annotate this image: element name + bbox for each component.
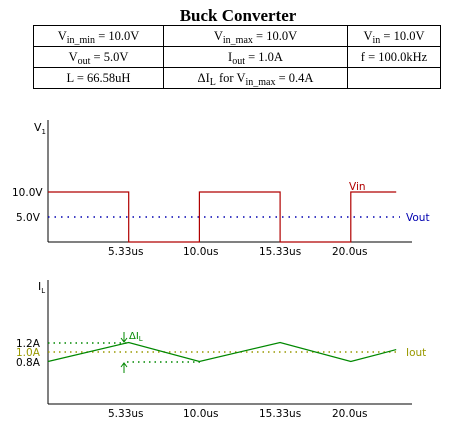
- voltage-xtick-2: 10.0us: [183, 246, 219, 258]
- il-trace: [47, 341, 397, 363]
- param-vin-max: Vin_max = 10.0V: [162, 25, 349, 47]
- voltage-ytick-10v: 10.0V: [12, 187, 43, 199]
- vin-trace: [48, 191, 397, 243]
- vout-label: Vout: [406, 212, 430, 224]
- delta-il-markers: [120, 332, 128, 373]
- param-empty-cell: [347, 67, 441, 89]
- iout-label: Iout: [406, 347, 426, 359]
- current-plot: IL ΔIL 1.2A 1.0A 0.8A Iout 5.33us 10.0us…: [16, 280, 426, 420]
- param-iout: Iout = 1.0A: [162, 46, 349, 68]
- param-vout: Vout = 5.0V: [33, 46, 164, 68]
- param-frequency: f = 100.0kHz: [347, 46, 441, 68]
- voltage-plot: V1 10.0V 5.0V Vin Vout 5.33us 10.0us 15.…: [12, 120, 430, 258]
- current-ytick-1-0a: 1.0A: [16, 347, 41, 359]
- parameter-table: Vin_min = 10.0V Vin_max = 10.0V Vin = 10…: [33, 25, 441, 89]
- current-xtick-3: 15.33us: [259, 408, 301, 420]
- current-xtick-2: 10.0us: [183, 408, 219, 420]
- delta-il-label: ΔIL: [129, 331, 143, 343]
- current-ytick-0-8a: 0.8A: [16, 357, 41, 369]
- voltage-xtick-3: 15.33us: [259, 246, 301, 258]
- current-xtick-4: 20.0us: [332, 408, 368, 420]
- vin-label: Vin: [349, 181, 366, 193]
- current-xtick-1: 5.33us: [108, 408, 144, 420]
- voltage-axis-label: V1: [34, 121, 46, 136]
- current-ytick-1-2a: 1.2A: [16, 338, 41, 350]
- param-inductance: L = 66.58uH: [33, 67, 164, 89]
- voltage-xtick-1: 5.33us: [108, 246, 144, 258]
- param-ripple: ΔIL for Vin_max = 0.4A: [162, 67, 349, 89]
- voltage-xtick-4: 20.0us: [332, 246, 368, 258]
- current-axis-label: IL: [38, 280, 45, 295]
- diagram-title: Buck Converter: [179, 6, 297, 25]
- voltage-ytick-5v: 5.0V: [16, 212, 41, 224]
